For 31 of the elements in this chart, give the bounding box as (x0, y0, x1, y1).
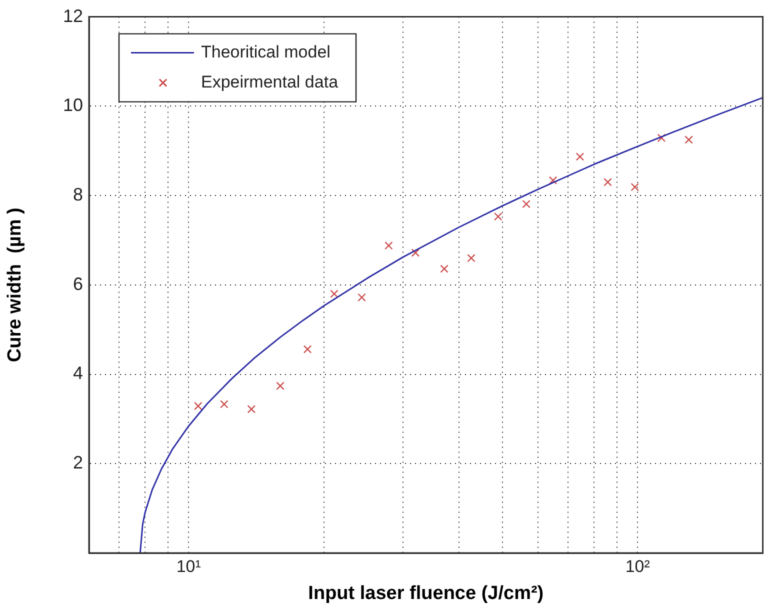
y-tick-label: 2 (72, 452, 83, 473)
point (411, 248, 420, 257)
point (358, 293, 366, 302)
point (684, 136, 693, 144)
point (548, 176, 558, 184)
x-tick-label: 10² (625, 556, 650, 576)
x-axis-title: Input laser fluence (J/cm²) (308, 582, 544, 604)
point (303, 345, 312, 354)
point (576, 152, 584, 161)
point (604, 178, 612, 186)
point (384, 241, 393, 250)
point (247, 404, 256, 414)
point (194, 402, 202, 410)
y-tick-label: 10 (62, 95, 83, 116)
point (330, 290, 338, 298)
point (440, 264, 448, 273)
y-tick-label: 12 (62, 6, 83, 26)
y-tick-label: 4 (72, 363, 83, 384)
point (657, 134, 666, 142)
legend-label: Expeirmental data (201, 72, 339, 92)
legend-label: Theoritical model (201, 42, 330, 62)
point (522, 200, 530, 208)
y-tick-label: 6 (72, 274, 83, 294)
point (220, 400, 228, 408)
y-axis-title: Cure width (µm ) (4, 208, 26, 362)
y-tick-label: 8 (72, 184, 83, 204)
point (276, 382, 284, 390)
point (467, 254, 476, 262)
x-tick-label: 10¹ (176, 556, 202, 576)
point (494, 212, 502, 221)
point (630, 182, 640, 192)
